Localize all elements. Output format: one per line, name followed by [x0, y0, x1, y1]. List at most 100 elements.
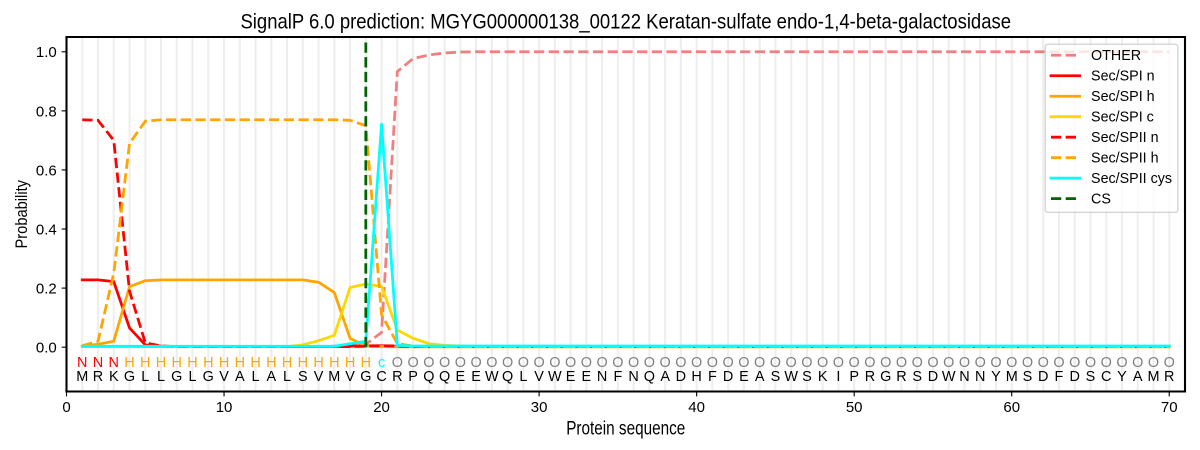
svg-text:O: O — [849, 355, 860, 371]
svg-text:A: A — [235, 369, 245, 385]
svg-text:H: H — [329, 355, 339, 371]
svg-text:F: F — [1055, 369, 1064, 385]
svg-text:H: H — [156, 355, 166, 371]
svg-text:D: D — [676, 369, 686, 385]
svg-text:R: R — [93, 369, 103, 385]
svg-text:Q: Q — [423, 369, 434, 385]
svg-text:H: H — [361, 355, 371, 371]
svg-text:O: O — [833, 355, 844, 371]
svg-text:O: O — [801, 355, 812, 371]
svg-text:O: O — [675, 355, 686, 371]
svg-text:70: 70 — [1161, 399, 1178, 416]
svg-text:O: O — [1085, 355, 1096, 371]
svg-text:O: O — [502, 355, 513, 371]
svg-text:O: O — [1022, 355, 1033, 371]
svg-text:O: O — [470, 355, 481, 371]
svg-text:Sec/SPI n: Sec/SPI n — [1091, 69, 1155, 85]
svg-text:W: W — [784, 369, 798, 385]
svg-text:0.0: 0.0 — [36, 340, 57, 357]
svg-text:O: O — [597, 355, 608, 371]
svg-text:OTHER: OTHER — [1091, 48, 1141, 64]
svg-text:V: V — [219, 369, 229, 385]
svg-text:D: D — [928, 369, 938, 385]
svg-text:O: O — [707, 355, 718, 371]
svg-text:G: G — [124, 369, 135, 385]
svg-text:H: H — [203, 355, 213, 371]
svg-text:20: 20 — [373, 399, 390, 416]
svg-text:O: O — [770, 355, 781, 371]
svg-text:F: F — [708, 369, 717, 385]
svg-text:L: L — [283, 369, 291, 385]
svg-text:10: 10 — [216, 399, 233, 416]
svg-text:H: H — [140, 355, 150, 371]
svg-text:R: R — [392, 369, 402, 385]
svg-text:D: D — [1070, 369, 1080, 385]
svg-text:S: S — [1023, 369, 1033, 385]
svg-text:O: O — [407, 355, 418, 371]
svg-text:H: H — [172, 355, 182, 371]
svg-text:O: O — [959, 355, 970, 371]
svg-text:O: O — [912, 355, 923, 371]
svg-text:M: M — [76, 369, 88, 385]
svg-text:O: O — [817, 355, 828, 371]
svg-text:Sec/SPII cys: Sec/SPII cys — [1091, 171, 1172, 187]
svg-text:W: W — [548, 369, 562, 385]
svg-text:Q: Q — [644, 369, 655, 385]
svg-text:O: O — [1101, 355, 1112, 371]
svg-text:E: E — [566, 369, 576, 385]
svg-text:Sec/SPI h: Sec/SPI h — [1091, 89, 1155, 105]
svg-text:O: O — [786, 355, 797, 371]
svg-text:A: A — [660, 369, 670, 385]
svg-text:O: O — [581, 355, 592, 371]
svg-text:Y: Y — [1117, 369, 1127, 385]
svg-text:A: A — [755, 369, 765, 385]
svg-text:Sec/SPII n: Sec/SPII n — [1091, 130, 1159, 146]
svg-text:H: H — [235, 355, 245, 371]
svg-text:O: O — [660, 355, 671, 371]
svg-text:O: O — [943, 355, 954, 371]
svg-text:Q: Q — [439, 369, 450, 385]
svg-text:SignalP 6.0 prediction: MGYG00: SignalP 6.0 prediction: MGYG000000138_00… — [240, 10, 1011, 34]
svg-text:0.4: 0.4 — [36, 221, 57, 238]
svg-text:1.0: 1.0 — [36, 44, 57, 61]
svg-text:O: O — [392, 355, 403, 371]
svg-text:S: S — [1086, 369, 1096, 385]
svg-text:S: S — [802, 369, 812, 385]
svg-text:c: c — [378, 355, 385, 371]
svg-text:O: O — [738, 355, 749, 371]
svg-text:L: L — [157, 369, 165, 385]
svg-text:CS: CS — [1091, 192, 1111, 208]
svg-text:E: E — [739, 369, 749, 385]
svg-text:O: O — [1148, 355, 1159, 371]
svg-text:30: 30 — [531, 399, 548, 416]
svg-text:O: O — [628, 355, 639, 371]
svg-text:O: O — [1132, 355, 1143, 371]
svg-text:Protein sequence: Protein sequence — [566, 419, 685, 440]
svg-text:H: H — [219, 355, 229, 371]
svg-text:O: O — [612, 355, 623, 371]
svg-text:M: M — [1006, 369, 1018, 385]
svg-text:O: O — [1116, 355, 1127, 371]
svg-text:O: O — [549, 355, 560, 371]
svg-text:A: A — [1133, 369, 1143, 385]
svg-text:O: O — [927, 355, 938, 371]
svg-text:F: F — [613, 369, 622, 385]
svg-text:M: M — [328, 369, 340, 385]
svg-text:O: O — [565, 355, 576, 371]
svg-text:W: W — [942, 369, 956, 385]
svg-text:R: R — [865, 369, 875, 385]
svg-text:0.2: 0.2 — [36, 281, 57, 298]
svg-text:40: 40 — [688, 399, 705, 416]
svg-text:L: L — [141, 369, 149, 385]
svg-text:G: G — [880, 369, 891, 385]
svg-text:C: C — [1101, 369, 1111, 385]
svg-text:S: S — [298, 369, 308, 385]
svg-text:A: A — [266, 369, 276, 385]
svg-text:H: H — [345, 355, 355, 371]
svg-text:O: O — [423, 355, 434, 371]
svg-text:D: D — [1038, 369, 1048, 385]
svg-text:O: O — [518, 355, 529, 371]
svg-text:R: R — [896, 369, 906, 385]
svg-text:H: H — [691, 369, 701, 385]
svg-text:D: D — [723, 369, 733, 385]
